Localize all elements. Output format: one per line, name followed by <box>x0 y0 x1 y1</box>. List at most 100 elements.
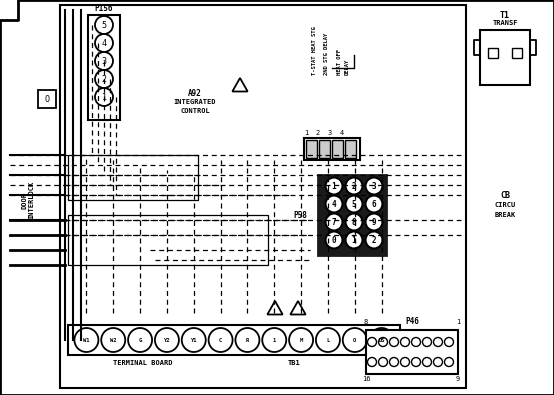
Bar <box>345 140 356 158</box>
Text: O: O <box>353 337 356 342</box>
Text: 7: 7 <box>332 218 336 226</box>
Circle shape <box>444 357 454 367</box>
Circle shape <box>326 214 342 231</box>
Text: TB1: TB1 <box>288 360 300 366</box>
Text: 2: 2 <box>101 75 106 83</box>
Bar <box>332 140 343 158</box>
Text: P58: P58 <box>293 211 307 220</box>
Text: A92: A92 <box>188 88 202 98</box>
Circle shape <box>412 337 420 346</box>
Circle shape <box>367 357 377 367</box>
Circle shape <box>346 214 362 231</box>
Bar <box>68 215 268 265</box>
Circle shape <box>366 196 382 213</box>
Text: 8: 8 <box>364 319 368 325</box>
Bar <box>366 330 458 374</box>
Bar <box>68 325 400 355</box>
Text: 1: 1 <box>304 130 308 136</box>
Text: 1: 1 <box>273 337 276 342</box>
Text: Y1: Y1 <box>191 337 197 342</box>
Text: 4: 4 <box>332 199 336 209</box>
Text: BREAK: BREAK <box>494 212 516 218</box>
Circle shape <box>412 357 420 367</box>
Text: 1: 1 <box>332 181 336 190</box>
Bar <box>304 138 360 160</box>
Text: 2: 2 <box>352 181 356 190</box>
Circle shape <box>128 328 152 352</box>
Bar <box>306 140 317 158</box>
Bar <box>318 175 386 255</box>
Text: 2: 2 <box>372 235 376 245</box>
Bar <box>488 48 498 58</box>
Text: T-STAT HEAT STG: T-STAT HEAT STG <box>312 26 317 75</box>
Circle shape <box>444 337 454 346</box>
Circle shape <box>101 328 125 352</box>
Circle shape <box>433 337 443 346</box>
Circle shape <box>366 177 382 194</box>
Circle shape <box>367 337 377 346</box>
Text: CONTROL: CONTROL <box>180 108 210 114</box>
Text: W2: W2 <box>110 337 116 342</box>
Bar <box>38 90 56 108</box>
Circle shape <box>433 357 443 367</box>
Text: DELAY: DELAY <box>345 59 350 75</box>
Circle shape <box>423 337 432 346</box>
Text: M: M <box>300 337 302 342</box>
Bar <box>60 5 466 388</box>
Circle shape <box>389 337 398 346</box>
Circle shape <box>95 52 113 70</box>
Circle shape <box>289 328 313 352</box>
Circle shape <box>370 328 393 352</box>
Circle shape <box>74 328 99 352</box>
Text: 3: 3 <box>328 130 332 136</box>
Circle shape <box>401 357 409 367</box>
Circle shape <box>95 70 113 88</box>
Text: G: G <box>138 337 142 342</box>
Text: C: C <box>219 337 222 342</box>
Circle shape <box>235 328 259 352</box>
Text: 9: 9 <box>372 218 376 226</box>
Circle shape <box>346 177 362 194</box>
Circle shape <box>346 231 362 248</box>
Circle shape <box>326 231 342 248</box>
Circle shape <box>346 196 362 213</box>
Bar <box>319 140 330 158</box>
Text: P46: P46 <box>405 318 419 327</box>
Circle shape <box>209 328 233 352</box>
Text: 1: 1 <box>352 235 356 245</box>
Text: 16: 16 <box>362 376 370 382</box>
Circle shape <box>378 357 387 367</box>
Circle shape <box>155 328 179 352</box>
Circle shape <box>326 177 342 194</box>
Bar <box>0 0 18 20</box>
Bar <box>480 30 530 85</box>
Text: DOOR
INTERLOCK: DOOR INTERLOCK <box>22 181 34 219</box>
Bar <box>88 15 120 120</box>
Text: 4: 4 <box>340 130 344 136</box>
Text: TRANSF: TRANSF <box>493 20 518 26</box>
Text: 2ND STG DELAY: 2ND STG DELAY <box>324 33 329 75</box>
Text: L: L <box>326 337 330 342</box>
Text: 5: 5 <box>101 21 106 30</box>
Text: 3: 3 <box>101 56 106 66</box>
Bar <box>68 155 198 200</box>
Text: DS: DS <box>378 337 385 342</box>
Text: 6: 6 <box>372 199 376 209</box>
Circle shape <box>95 16 113 34</box>
Circle shape <box>366 214 382 231</box>
Circle shape <box>95 88 113 106</box>
Text: 3: 3 <box>372 181 376 190</box>
Circle shape <box>326 196 342 213</box>
Text: W1: W1 <box>83 337 90 342</box>
Text: 8: 8 <box>352 218 356 226</box>
Circle shape <box>389 357 398 367</box>
Text: 2: 2 <box>316 130 320 136</box>
Text: 4: 4 <box>101 38 106 47</box>
Bar <box>512 48 522 58</box>
Circle shape <box>401 337 409 346</box>
Text: 9: 9 <box>456 376 460 382</box>
Text: O: O <box>44 94 49 103</box>
Text: TERMINAL BOARD: TERMINAL BOARD <box>113 360 173 366</box>
Circle shape <box>95 34 113 52</box>
Circle shape <box>262 328 286 352</box>
